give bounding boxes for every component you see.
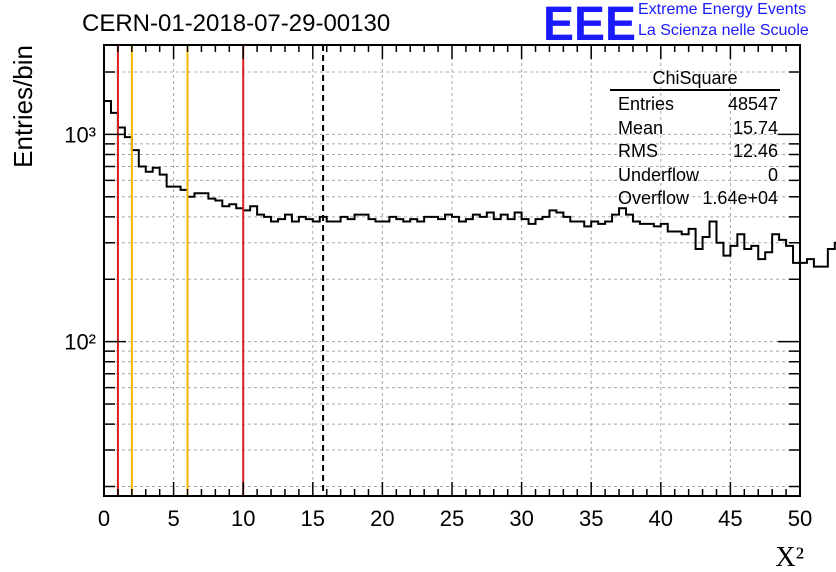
stats-title: ChiSquare [610,67,780,91]
stats-row-underflow: Underflow 0 [610,164,780,188]
x-tick-label: 40 [649,506,673,531]
stats-key: RMS [618,141,658,161]
stats-value: 12.46 [732,141,778,161]
stats-row-overflow: Overflow 1.64e+04 [610,187,780,211]
x-tick-label: 20 [370,506,394,531]
y-tick-label: 10³ [64,122,96,147]
x-tick-label: 30 [509,506,533,531]
x-tick-label: 35 [579,506,603,531]
x-tick-label: 25 [440,506,464,531]
chart-title: CERN-01-2018-07-29-00130 [82,10,391,37]
stats-key: Entries [618,94,675,114]
stats-row-entries: Entries 48547 [610,93,780,117]
x-tick-label: 50 [788,506,812,531]
y-axis-title: Entries/bin [8,45,38,168]
stats-value: 15.74 [732,117,778,138]
stats-row-mean: Mean 15.74 [610,117,780,141]
histogram-series [103,99,836,496]
eee-logo: EEE [543,2,636,44]
x-tick-label: 10 [231,506,255,531]
x-axis-title: X² [775,542,804,572]
x-tick-label: 0 [98,506,110,531]
stats-value: 48547 [727,94,778,114]
logo-tagline-1: Extreme Energy Events [638,1,807,18]
stats-value: 0 [767,164,778,185]
stats-value: 1.64e+04 [702,188,778,208]
y-tick-label: 10² [64,330,96,355]
stats-box: ChiSquare Entries 48547 Mean 15.74 RMS 1… [610,67,780,211]
svg-text:EEE: EEE [543,2,636,44]
stats-key: Underflow [618,164,700,185]
stats-row-rms: RMS 12.46 [610,140,780,164]
x-tick-label: 45 [718,506,742,531]
logo-tagline-2: La Scienza nelle Scuole [638,22,809,39]
stats-key: Overflow [618,188,690,208]
x-tick-label: 15 [301,506,325,531]
x-tick-label: 5 [167,506,179,531]
stats-key: Mean [618,117,664,138]
